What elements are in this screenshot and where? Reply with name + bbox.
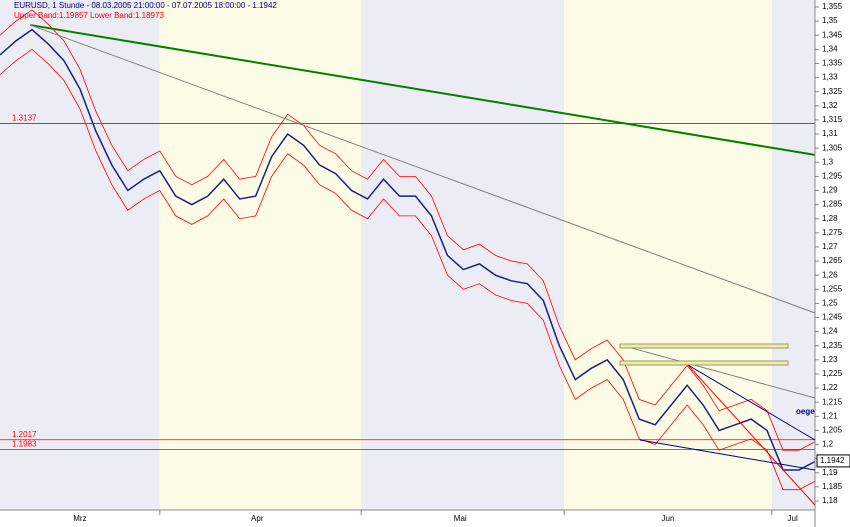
channel-line xyxy=(687,364,816,441)
month-band xyxy=(0,0,160,510)
y-tick-label: 1,205 xyxy=(822,426,843,435)
level-label: 1.1983 xyxy=(12,439,37,448)
y-tick-label: 1,3 xyxy=(822,157,834,166)
zone-box xyxy=(619,343,789,349)
plot-background xyxy=(0,0,815,510)
y-tick-label: 1,34 xyxy=(822,44,838,53)
y-tick-label: 1,35 xyxy=(822,16,838,25)
month-band xyxy=(771,0,815,510)
last-price-box xyxy=(816,454,850,468)
chart-title: EURUSD, 1 Stunde - 08.03.2005 21:00:00 -… xyxy=(14,1,277,10)
annotation: oege xyxy=(796,407,815,416)
y-tick-label: 1,285 xyxy=(822,200,843,209)
x-axis-strip xyxy=(0,510,815,527)
y-tick-label: 1,225 xyxy=(822,369,843,378)
y-tick-label: 1,33 xyxy=(822,73,838,82)
y-tick-label: 1,29 xyxy=(822,186,838,195)
price-line xyxy=(0,28,816,471)
y-tick-label: 1,255 xyxy=(822,284,843,293)
y-tick-label: 1,295 xyxy=(822,171,843,180)
chart-subtitle: Upper Band:1.19857 Lower Band:1.18973 xyxy=(14,11,164,20)
y-tick-label: 1,21 xyxy=(822,411,838,420)
y-tick-label: 1,235 xyxy=(822,341,843,350)
month-band xyxy=(159,0,362,510)
y-tick-label: 1,23 xyxy=(822,355,838,364)
trend-line xyxy=(30,24,816,156)
y-tick-label: 1,275 xyxy=(822,228,843,237)
x-tick-label: Jun xyxy=(662,514,675,523)
y-tick-label: 1,315 xyxy=(822,115,843,124)
trend-line xyxy=(30,24,816,314)
last-price-label: 1.1942 xyxy=(820,456,845,465)
y-tick-label: 1,19 xyxy=(822,468,838,477)
y-tick-label: 1,18 xyxy=(822,496,838,505)
y-tick-label: 1,345 xyxy=(822,30,843,39)
drawing-objects xyxy=(619,343,816,506)
x-tick-label: Apr xyxy=(251,514,264,523)
y-tick-label: 1,355 xyxy=(822,2,843,11)
trend-line xyxy=(619,344,816,399)
y-tick-label: 1,335 xyxy=(822,59,843,68)
zone-box xyxy=(619,360,789,366)
x-tick-label: Jul xyxy=(788,514,798,523)
y-tick-label: 1,27 xyxy=(822,242,838,251)
month-band xyxy=(564,0,772,510)
y-tick-label: 1,2 xyxy=(822,440,834,449)
y-tick-label: 1,26 xyxy=(822,270,838,279)
band-line xyxy=(0,9,816,451)
channel-line xyxy=(687,364,816,506)
x-tick-label: Mai xyxy=(454,514,467,523)
x-tick-label: Mrz xyxy=(73,514,86,523)
y-tick-label: 1,215 xyxy=(822,397,843,406)
channel-line xyxy=(639,439,816,471)
level-label: 1.3137 xyxy=(12,114,37,123)
band-line xyxy=(0,48,816,491)
y-tick-label: 1,265 xyxy=(822,256,843,265)
y-tick-label: 1,25 xyxy=(822,299,838,308)
y-tick-label: 1,31 xyxy=(822,129,838,138)
y-tick-label: 1,185 xyxy=(822,482,843,491)
y-tick-label: 1,32 xyxy=(822,101,838,110)
y-tick-label: 1,22 xyxy=(822,383,838,392)
level-label: 1.2017 xyxy=(12,430,37,439)
y-tick-label: 1,28 xyxy=(822,214,838,223)
y-tick-label: 1,325 xyxy=(822,87,843,96)
y-tick-label: 1,305 xyxy=(822,143,843,152)
month-band xyxy=(361,0,565,510)
y-tick-label: 1,245 xyxy=(822,313,843,322)
y-tick-label: 1,24 xyxy=(822,327,838,336)
